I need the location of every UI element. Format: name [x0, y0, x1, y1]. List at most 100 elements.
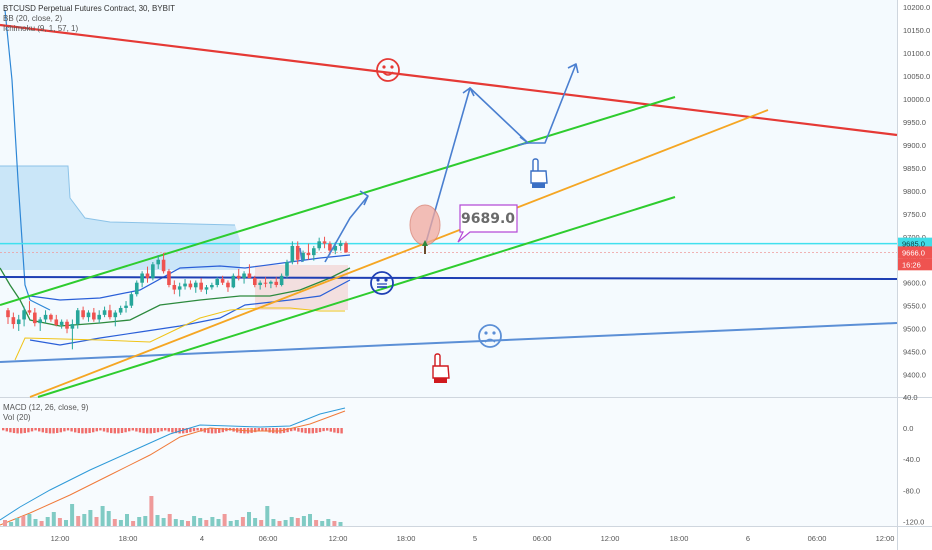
volume-bar	[21, 516, 26, 526]
volume-bar	[57, 518, 62, 526]
candle-body	[151, 264, 155, 279]
candle-body	[322, 241, 327, 244]
ichimoku-indicator-label[interactable]: Ichimoku (9, 1, 57, 1)	[3, 24, 79, 33]
macd-hist-bar	[38, 428, 41, 432]
candle-body	[338, 243, 343, 246]
volume-bar	[88, 510, 93, 526]
candle-body	[70, 324, 75, 329]
macd-hist-bar	[156, 428, 160, 433]
time-axis-tick: 18:00	[397, 534, 416, 543]
macd-hist-bar	[48, 428, 52, 434]
macd-pane-bg	[0, 398, 897, 526]
volume-bar	[173, 519, 178, 526]
orange-trendline	[29, 109, 769, 398]
macd-hist-bar	[329, 428, 332, 432]
ichimoku-span-line	[14, 307, 345, 361]
ichimoku-conversion-line	[4, 9, 51, 311]
time-axis-tick: 12:00	[601, 534, 620, 543]
macd-hist-bar	[34, 428, 37, 431]
candle-body	[6, 310, 10, 318]
macd-hist-bar	[12, 428, 16, 434]
volume-bar	[295, 518, 300, 526]
candle-body	[188, 283, 193, 288]
candle-body	[333, 245, 338, 251]
candle-body	[236, 275, 241, 279]
price-axis-tick: 9850.0	[903, 164, 926, 173]
macd-hist-bar	[27, 428, 30, 433]
price-badge-label: 9685.0	[902, 240, 925, 249]
volume-bar	[161, 518, 166, 526]
candle-body	[22, 310, 26, 320]
macd-hist-bar	[153, 428, 156, 433]
macd-hist-bar	[138, 428, 142, 433]
macd-hist-bar	[45, 428, 48, 434]
volume-bar	[3, 520, 7, 526]
macd-hist-bar	[203, 428, 206, 433]
macd-hist-bar	[142, 428, 145, 434]
candle-body	[75, 310, 80, 325]
candle-body	[118, 307, 123, 313]
volume-bar	[277, 521, 282, 526]
price-axis-tick: 9450.0	[903, 348, 926, 357]
time-axis-tick: 5	[473, 534, 477, 543]
candle-body	[102, 310, 107, 315]
candle-body	[92, 312, 96, 320]
macd-axis-tick: 0.0	[903, 424, 913, 433]
volume-bar	[100, 506, 105, 526]
volume-bar	[131, 521, 136, 526]
candle-body	[247, 273, 252, 279]
candle-body	[204, 287, 209, 290]
candle-body	[177, 286, 182, 290]
macd-hist-bar	[214, 428, 217, 434]
candles-group	[6, 236, 348, 350]
price-axis-tick: 10150.0	[903, 26, 930, 35]
macd-hist-bar	[113, 428, 116, 434]
volume-bar	[192, 516, 197, 526]
macd-hist-bar	[189, 428, 192, 433]
volume-indicator-label[interactable]: Vol (20)	[3, 413, 31, 422]
macd-hist-bar	[297, 428, 300, 432]
bb-indicator-label[interactable]: BB (20, close, 2)	[3, 14, 63, 23]
macd-hist-bar	[322, 428, 325, 432]
price-axis-tick: 9900.0	[903, 141, 926, 150]
macd-indicator-label[interactable]: MACD (12, 26, close, 9)	[3, 403, 89, 412]
macd-hist-bar	[293, 428, 296, 431]
volume-bar	[27, 514, 32, 526]
candle-body	[306, 252, 311, 256]
support-navy-line	[0, 276, 898, 280]
macd-hist-bar	[315, 428, 318, 433]
price-badge	[898, 246, 932, 259]
volume-bar	[253, 518, 258, 526]
volume-bar	[64, 520, 68, 526]
macd-hist-bar	[257, 428, 260, 432]
macd-hist-bar	[30, 428, 34, 432]
macd-hist-bar	[110, 428, 113, 434]
smiley-happy-icon	[376, 58, 400, 82]
volume-bar	[137, 517, 142, 526]
volume-bar	[222, 514, 227, 526]
time-axis-tick: 12:00	[51, 534, 70, 543]
macd-hist-bar	[340, 428, 343, 434]
volume-bar	[259, 520, 264, 526]
volume-bar	[271, 519, 276, 526]
price-axis-tick: 10200.0	[903, 3, 930, 12]
candle-body	[140, 273, 144, 283]
time-axis-tick: 06:00	[808, 534, 827, 543]
macd-hist-bar	[171, 428, 174, 433]
candle-body	[156, 259, 161, 265]
volume-bar	[210, 517, 215, 526]
candle-body	[258, 282, 262, 285]
volume-bar	[125, 514, 129, 526]
bb-lower-band	[29, 279, 351, 346]
symbol-title[interactable]: BTCUSD Perpetual Futures Contract, 30, B…	[3, 4, 176, 13]
price-callout-label: 9689.0	[461, 211, 515, 227]
rising-blue-trendline	[0, 322, 898, 363]
candle-body	[183, 283, 187, 287]
volume-bar	[320, 521, 325, 526]
time-axis-tick: 18:00	[119, 534, 138, 543]
macd-hist-bar	[66, 428, 70, 431]
price-axis-tick: 10100.0	[903, 49, 930, 58]
candle-body	[344, 243, 348, 253]
